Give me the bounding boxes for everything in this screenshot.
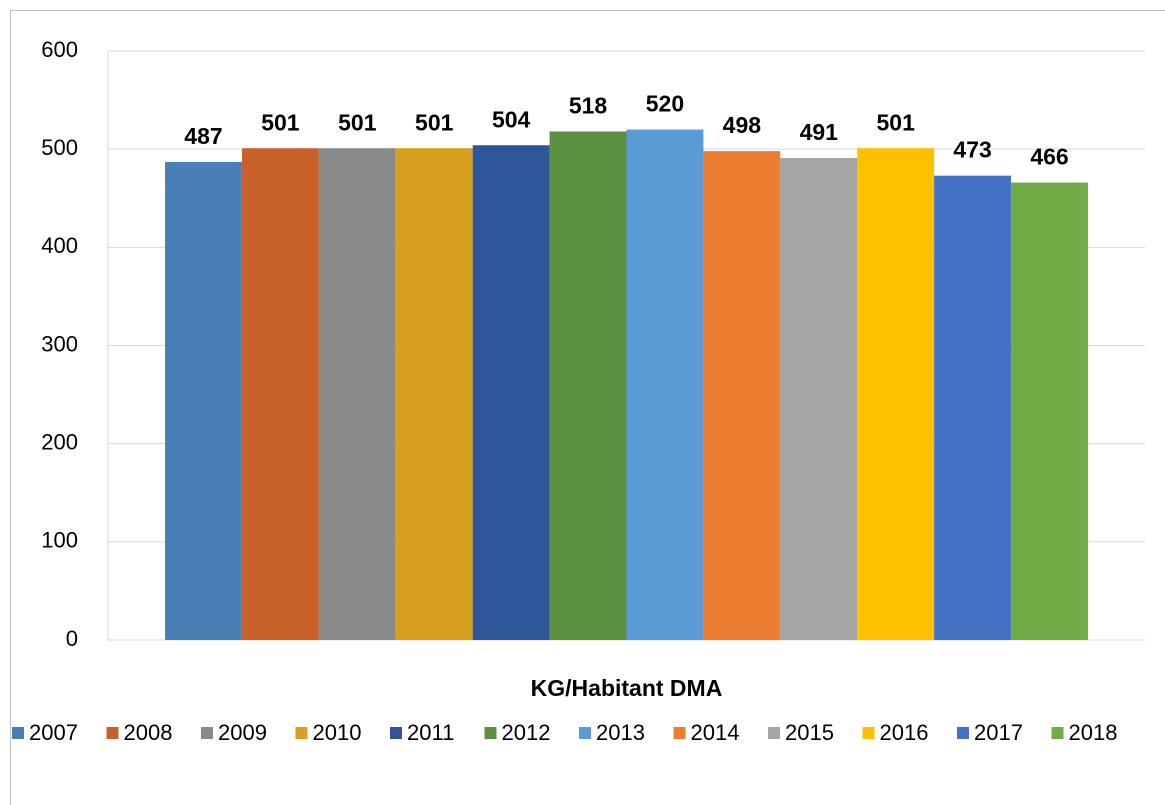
bar	[472, 145, 550, 641]
legend-label: 2016	[880, 720, 929, 745]
data-label: 466	[1030, 144, 1068, 170]
y-tick-label: 500	[41, 135, 78, 160]
legend-swatch	[106, 727, 119, 739]
bar	[549, 131, 627, 640]
legend-swatch	[295, 727, 308, 739]
legend-label: 2007	[29, 720, 78, 745]
data-label: 501	[415, 109, 454, 135]
legend-swatch	[12, 727, 24, 739]
bar	[780, 158, 858, 641]
y-tick-label: 0	[66, 626, 78, 651]
legend-swatch	[673, 727, 686, 739]
data-label: 501	[261, 109, 300, 135]
data-label: 501	[877, 109, 916, 135]
legend-label: 2013	[596, 720, 645, 745]
bar	[934, 175, 1012, 640]
legend-label: 2011	[407, 720, 454, 745]
legend-swatch	[957, 727, 969, 739]
legend-swatch	[484, 727, 497, 739]
y-tick-label: 100	[41, 528, 78, 553]
data-label: 504	[492, 106, 531, 132]
bar	[395, 148, 473, 640]
bar	[857, 148, 935, 640]
y-tick-label: 300	[41, 331, 78, 356]
y-tick-label: 400	[41, 233, 78, 258]
x-category-label: KG/Habitant DMA	[531, 675, 723, 701]
legend-swatch	[579, 727, 591, 739]
legend-swatch	[862, 727, 875, 739]
legend-swatch	[1051, 727, 1064, 739]
legend-label: 2010	[313, 720, 362, 745]
bar	[626, 129, 704, 641]
data-label: 518	[569, 93, 608, 119]
bar	[703, 151, 781, 640]
y-tick-label: 600	[41, 37, 78, 62]
legend-swatch	[201, 727, 213, 739]
data-label: 498	[723, 112, 762, 138]
legend-swatch	[390, 727, 402, 739]
data-label: 491	[800, 119, 839, 145]
legend-label: 2017	[974, 720, 1023, 745]
legend-label: 2014	[691, 720, 740, 745]
bar	[165, 161, 242, 640]
data-label: 501	[338, 109, 377, 135]
bar	[241, 148, 319, 640]
bar	[318, 148, 396, 640]
legend-label: 2008	[124, 720, 173, 745]
data-label: 520	[646, 91, 684, 117]
legend-label: 2018	[1069, 720, 1118, 745]
legend-swatch	[768, 727, 780, 739]
bar	[1011, 182, 1088, 640]
legend-label: 2015	[785, 720, 834, 745]
legend-label: 2012	[502, 720, 551, 745]
y-tick-label: 200	[41, 429, 78, 454]
data-label: 487	[184, 123, 222, 149]
legend-label: 2009	[218, 720, 267, 745]
data-label: 473	[953, 137, 991, 163]
